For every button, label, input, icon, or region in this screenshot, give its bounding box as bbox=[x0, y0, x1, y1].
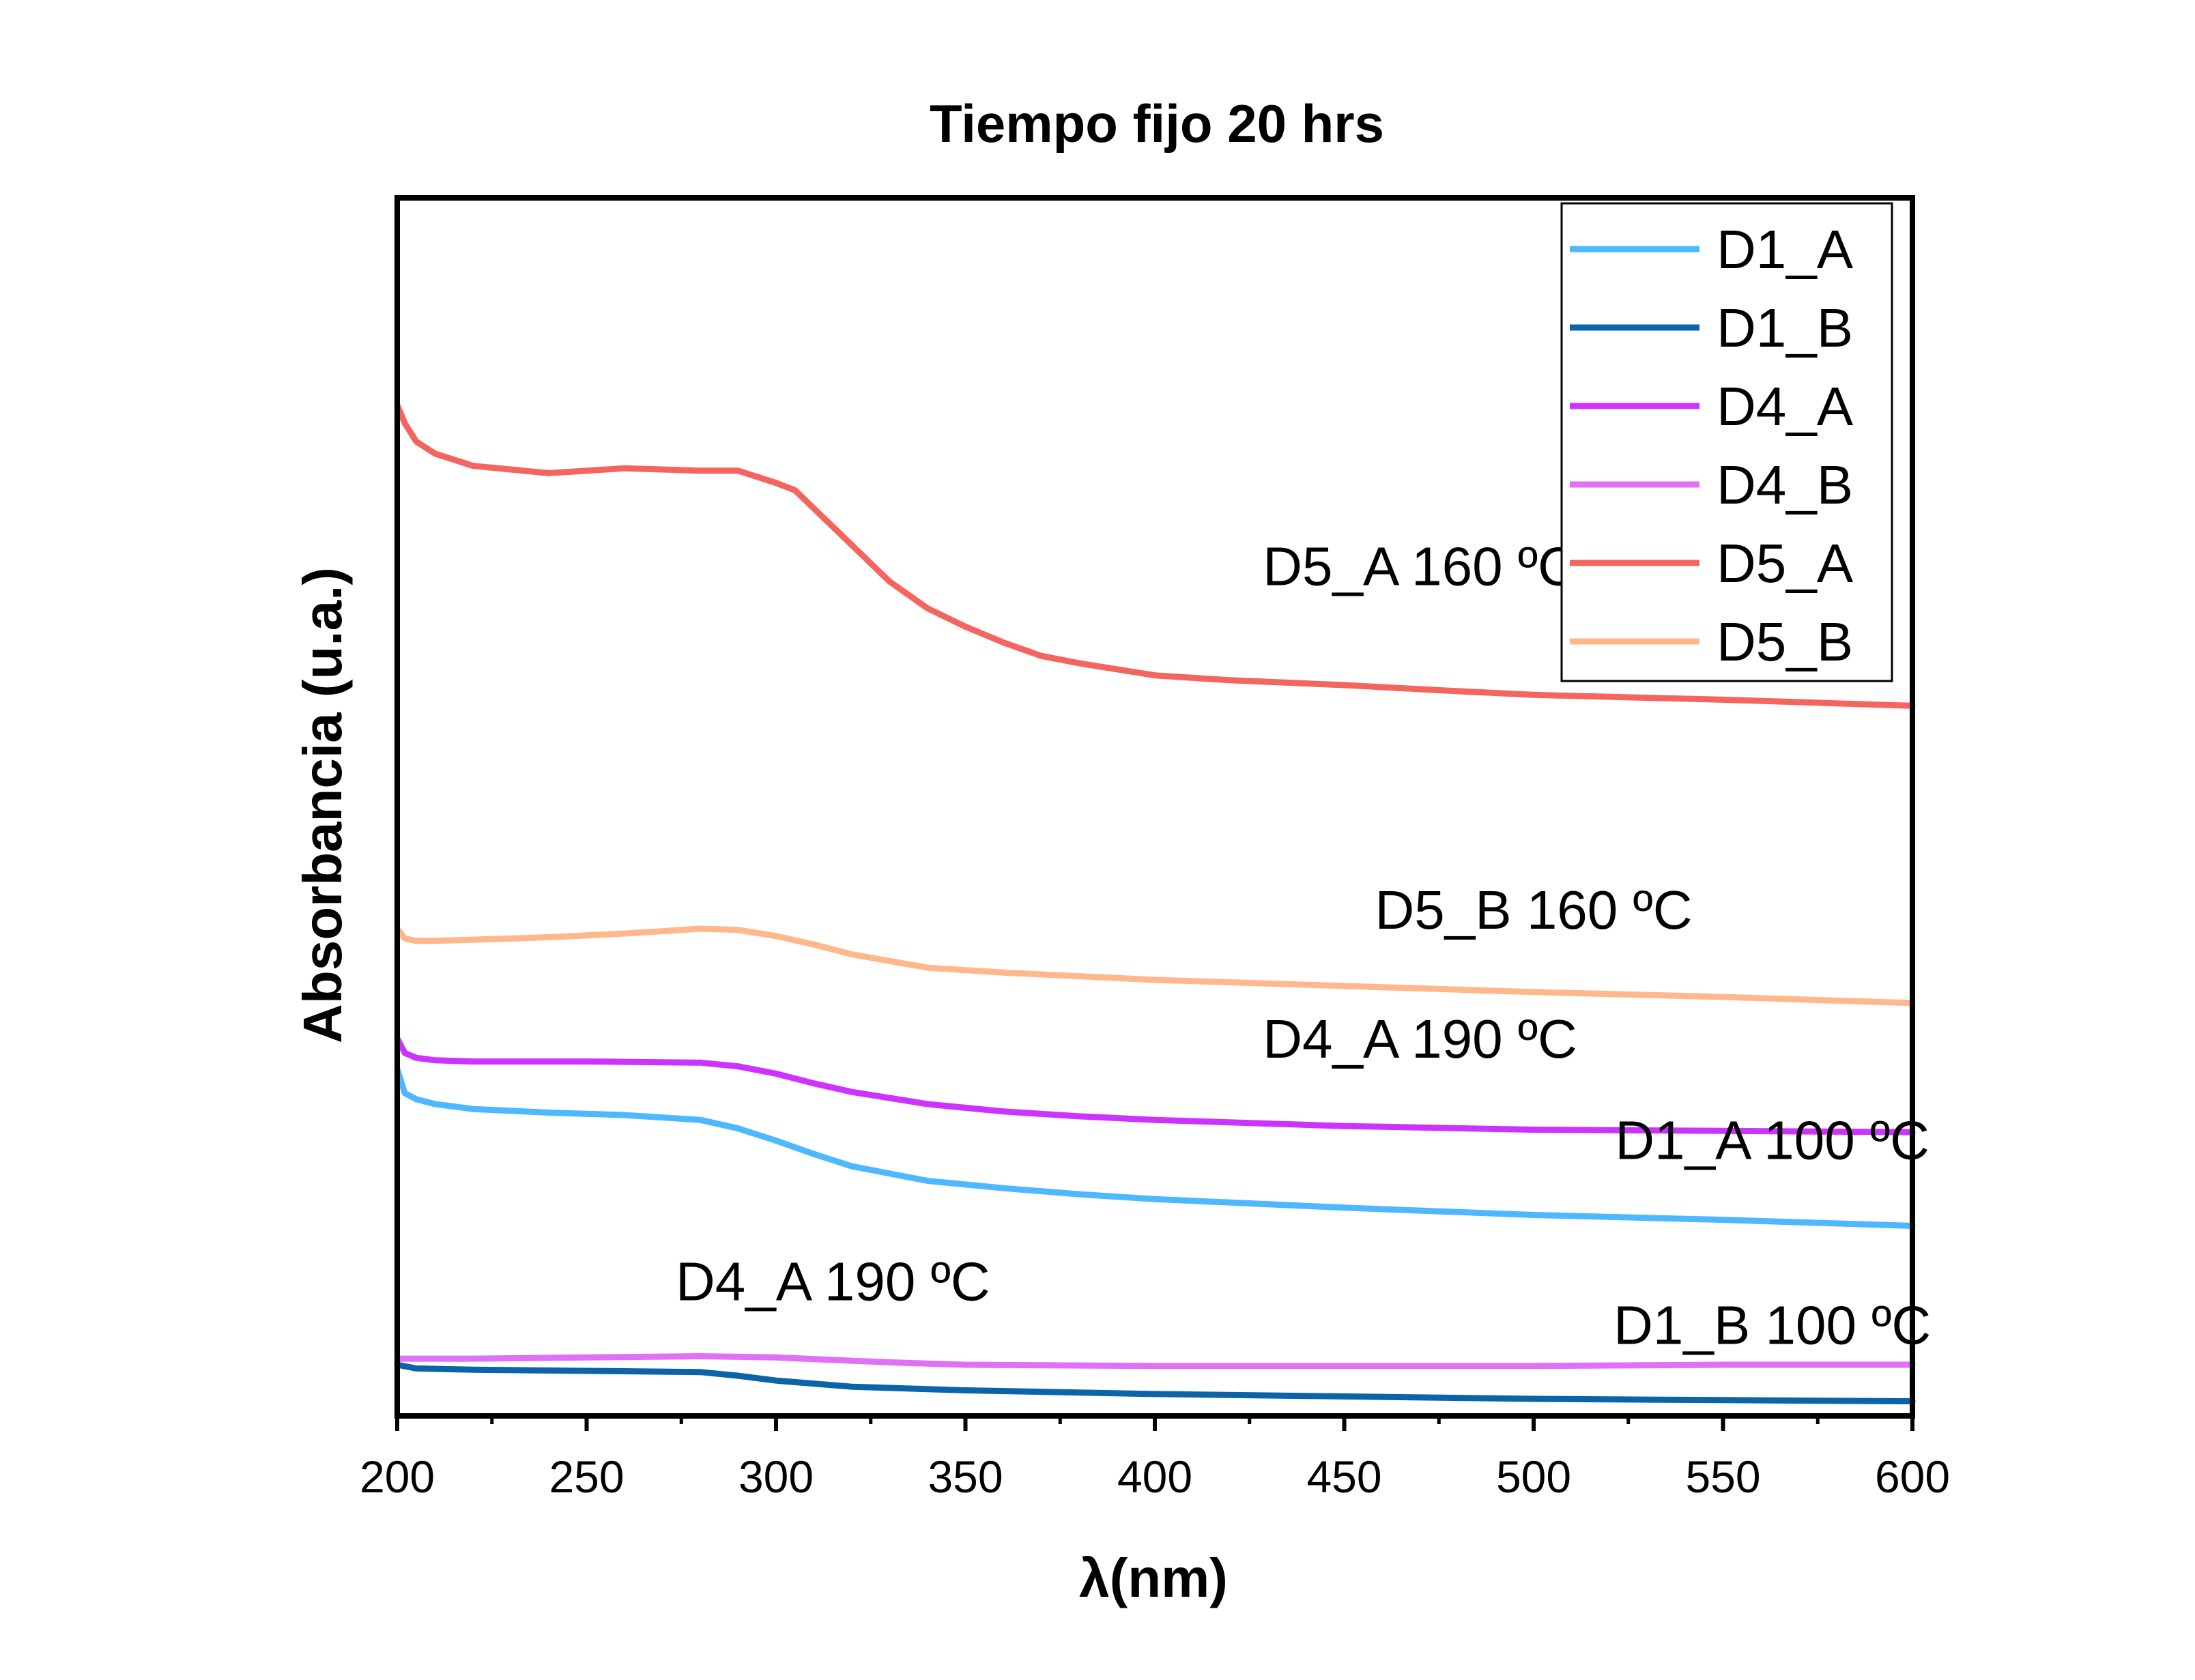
series-line-d1-b bbox=[394, 1361, 1916, 1405]
annotation-label: D1_B 100 ºC bbox=[1613, 1295, 1931, 1356]
series-layer bbox=[394, 402, 1916, 1405]
legend-box bbox=[1560, 202, 1893, 682]
series-line-d4-b bbox=[394, 1353, 1916, 1370]
annotation-label: D5_A 160 ºC bbox=[1263, 536, 1577, 597]
x-tick-label: 250 bbox=[549, 1451, 624, 1502]
legend-label: D5_A bbox=[1717, 533, 1854, 594]
legend-label: D1_B bbox=[1717, 298, 1853, 358]
x-axis-ticks: 200 250 300 350 400 450 500 550 600 bbox=[360, 1416, 1950, 1502]
legend-label: D1_A bbox=[1717, 219, 1854, 280]
legend-label: D5_B bbox=[1717, 611, 1853, 672]
series-line-d4-a bbox=[394, 1035, 1916, 1135]
x-tick-label: 200 bbox=[360, 1451, 435, 1502]
series-line-d1-a bbox=[394, 1065, 1916, 1229]
chart-title: Tiempo fijo 20 hrs bbox=[930, 93, 1384, 154]
annotation-layer: D5_A 160 ºC D5_B 160 ºC D4_A 190 ºC D1_A 10… bbox=[676, 536, 1931, 1356]
annotation-label: D4_A 190 ºC bbox=[1263, 1009, 1577, 1069]
x-tick-label: 450 bbox=[1306, 1451, 1381, 1502]
y-axis-label: Absorbancia (u.a.) bbox=[292, 567, 353, 1043]
x-axis-label: λ(nm) bbox=[1079, 1548, 1228, 1608]
x-tick-label: 600 bbox=[1875, 1451, 1950, 1502]
x-tick-label: 500 bbox=[1496, 1451, 1571, 1502]
annotation-label: D1_A 100 ºC bbox=[1615, 1110, 1929, 1170]
legend: D1_A D1_B D4_A D4_B D5_A D5_B bbox=[1560, 202, 1893, 682]
x-tick-label: 300 bbox=[738, 1451, 814, 1502]
x-tick-label: 400 bbox=[1117, 1451, 1192, 1502]
series-line-d5-a bbox=[394, 402, 1916, 709]
annotation-label: D4_A 190 ºC bbox=[676, 1251, 990, 1312]
x-tick-label: 550 bbox=[1685, 1451, 1760, 1502]
legend-label: D4_A bbox=[1717, 376, 1854, 437]
annotation-label: D5_B 160 ºC bbox=[1375, 880, 1692, 940]
legend-label: D4_B bbox=[1717, 454, 1853, 515]
series-line-d5-b bbox=[394, 925, 1916, 1006]
x-tick-label: 350 bbox=[928, 1451, 1003, 1502]
